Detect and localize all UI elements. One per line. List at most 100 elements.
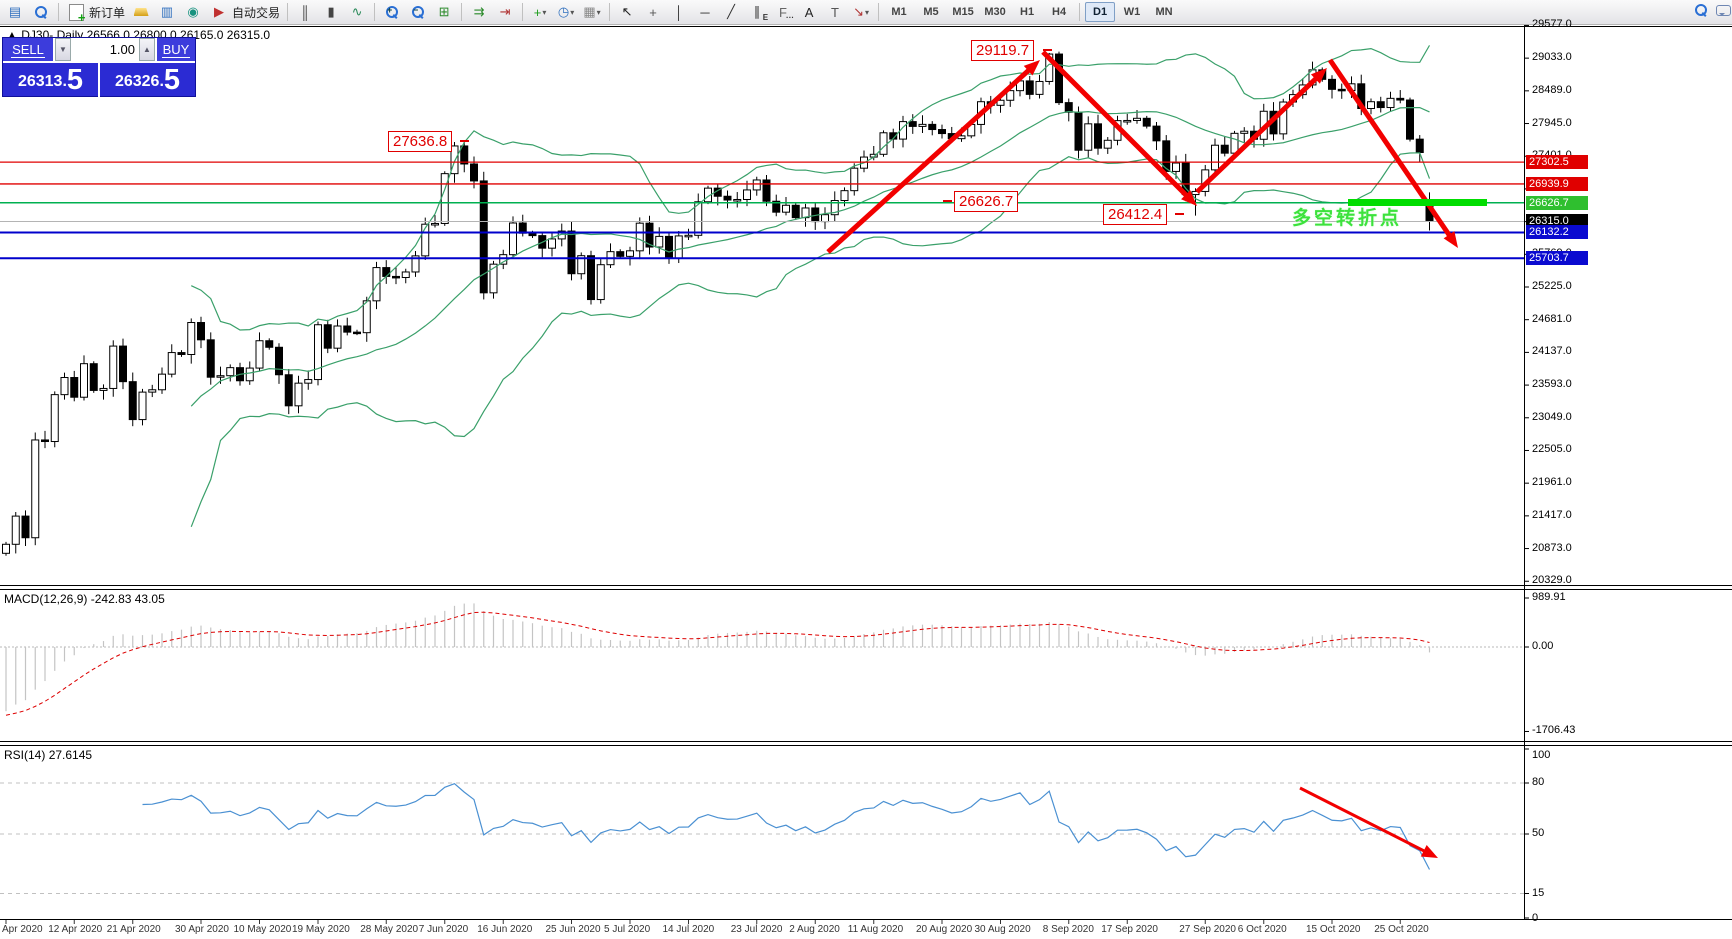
toolbar: ▤新订单▥◉▶自动交易║▮∿+−⊞⇉⇥+▾◷▾▦▾↖+│─╱∥EF···AT↘▾…: [0, 0, 1732, 25]
chart-shift-icon[interactable]: ⇥: [499, 4, 511, 19]
timeframe-h4[interactable]: H4: [1052, 6, 1067, 18]
price-level-label: 26939.9: [1526, 176, 1588, 191]
panel-frames: [0, 26, 1732, 939]
cursor-icon[interactable]: ↖: [621, 4, 633, 19]
timeframe-m30[interactable]: M30: [984, 6, 1006, 18]
buy-button[interactable]: BUY: [155, 38, 195, 61]
text-icon[interactable]: A: [804, 4, 814, 20]
timeframe-m1[interactable]: M1: [891, 6, 907, 18]
price-level-label: 25703.7: [1526, 251, 1588, 266]
vline-icon[interactable]: │: [674, 4, 684, 20]
time-axis-label: 20 Aug 2020: [916, 924, 973, 935]
templates-icon[interactable]: ▦ ▾: [583, 4, 601, 19]
time-axis-label: Apr 2020: [2, 924, 43, 935]
chart-expand-icon[interactable]: ▲: [6, 28, 18, 42]
time-axis-label: 19 May 2020: [292, 924, 350, 935]
callout-tick: [1043, 49, 1053, 51]
timeframe-m15[interactable]: M15: [952, 6, 974, 18]
price-callout-box[interactable]: 29119.7: [971, 40, 1035, 61]
tile-windows-icon[interactable]: ⊞: [438, 4, 450, 19]
autotrade-label: 自动交易: [232, 5, 281, 20]
sell-price[interactable]: 26313. 5: [3, 63, 100, 98]
zoom-out-icon[interactable]: −: [406, 1, 430, 23]
time-axis-label: 11 Aug 2020: [847, 924, 904, 935]
market-watch-icon[interactable]: ▥: [160, 4, 174, 19]
label-icon[interactable]: T: [831, 4, 839, 20]
search-icon[interactable]: [1694, 3, 1708, 17]
time-axis-label: 12 Apr 2020: [48, 924, 103, 935]
bollinger-layer: [190, 45, 1431, 528]
time-axis-label: 8 Sep 2020: [1042, 924, 1094, 935]
time-axis-label: 28 May 2020: [360, 924, 419, 935]
callout-tick: [1175, 213, 1185, 215]
rsi-layer: [0, 782, 1524, 894]
channel-icon[interactable]: ∥ E: [753, 4, 769, 22]
signal-icon[interactable]: ◉: [187, 4, 199, 19]
time-axis-label: 21 Apr 2020: [106, 924, 161, 935]
profiles-icon[interactable]: [29, 1, 53, 23]
new-order-label: 新订单: [89, 5, 126, 20]
toolbar-right-icons: [1694, 3, 1731, 17]
price-axis-tick: 24681.0: [1532, 312, 1572, 325]
price-callout-box[interactable]: 26412.4: [1103, 204, 1168, 225]
buy-price-big: 5: [163, 64, 181, 96]
zoom-in-icon[interactable]: +: [380, 1, 404, 23]
callout-tick: [460, 140, 470, 142]
line-chart-icon[interactable]: ∿: [351, 4, 363, 19]
price-axis-tick: 22505.0: [1532, 443, 1572, 456]
time-axis-label: 2 Aug 2020: [789, 924, 840, 935]
time-axis-label: 25 Oct 2020: [1374, 924, 1429, 935]
trendline-icon[interactable]: ╱: [727, 4, 735, 19]
timeframe-d1[interactable]: D1: [1085, 2, 1116, 22]
volume-up-button[interactable]: ▲: [139, 38, 155, 61]
macd-label: MACD(12,26,9) -242.83 43.05: [4, 592, 165, 606]
time-axis-label: 30 Apr 2020: [175, 924, 229, 935]
time-axis-label: 6 Oct 2020: [1237, 924, 1287, 935]
price-axis-tick: 27945.0: [1532, 116, 1572, 129]
time-axis-label: 30 Aug 2020: [974, 924, 1031, 935]
rsi-axis-tick: 80: [1532, 776, 1545, 788]
add-indicator-icon[interactable]: + ▾: [533, 4, 547, 20]
macd-axis-tick: 989.91: [1532, 590, 1566, 603]
cn-turning-point-note[interactable]: 多空转折点: [1292, 208, 1403, 229]
sell-price-big: 5: [66, 64, 84, 96]
arrows-icon[interactable]: ↘ ▾: [853, 4, 869, 19]
fibo-icon[interactable]: F ···: [779, 4, 795, 22]
rsi-axis-tick: 50: [1532, 827, 1545, 839]
price-axis-tick: 28489.0: [1532, 83, 1572, 96]
timeframe-mn[interactable]: MN: [1155, 6, 1173, 18]
autotrade-icon[interactable]: ▶: [214, 4, 225, 19]
toolbar-separator: [461, 3, 463, 21]
rsi-name: RSI(14): [4, 748, 46, 762]
chat-icon[interactable]: [1716, 4, 1731, 16]
timeframe-m5[interactable]: M5: [923, 6, 939, 18]
price-callout-box[interactable]: 26626.7: [954, 191, 1019, 212]
periods-icon[interactable]: ◷ ▾: [557, 4, 575, 19]
sell-button[interactable]: SELL: [3, 38, 55, 61]
time-axis-label: 23 Jul 2020: [730, 924, 783, 935]
time-axis-label: 5 Jul 2020: [604, 924, 651, 935]
buy-price[interactable]: 26326. 5: [100, 63, 195, 98]
new-order-icon[interactable]: [64, 1, 88, 25]
price-axis-tick: 25225.0: [1532, 280, 1572, 292]
timeframe-w1[interactable]: W1: [1123, 6, 1141, 18]
bar-chart-icon[interactable]: ║: [300, 4, 310, 20]
volume-input[interactable]: [71, 38, 139, 61]
candles-layer: [2, 51, 1434, 556]
timeframe-h1[interactable]: H1: [1020, 6, 1035, 18]
crosshair-icon[interactable]: +: [649, 4, 657, 20]
auto-scroll-icon[interactable]: ⇉: [473, 4, 485, 19]
toolbar-separator: [522, 3, 524, 21]
macd-axis-tick: 0.00: [1532, 640, 1554, 652]
new-chart-icon[interactable]: ▤: [8, 4, 22, 19]
price-callout-box[interactable]: 27636.8: [388, 131, 453, 152]
hline-icon[interactable]: ─: [700, 4, 710, 20]
volume-down-button[interactable]: ▼: [55, 38, 71, 61]
price-axis-tick: 21961.0: [1532, 476, 1572, 489]
buy-price-main: 26326.: [114, 73, 164, 90]
candle-chart-icon[interactable]: ▮: [327, 4, 335, 19]
price-level-label: 26132.2: [1526, 225, 1588, 240]
price-axis-tick: 21417.0: [1532, 508, 1572, 521]
gold-icon[interactable]: [129, 1, 153, 23]
